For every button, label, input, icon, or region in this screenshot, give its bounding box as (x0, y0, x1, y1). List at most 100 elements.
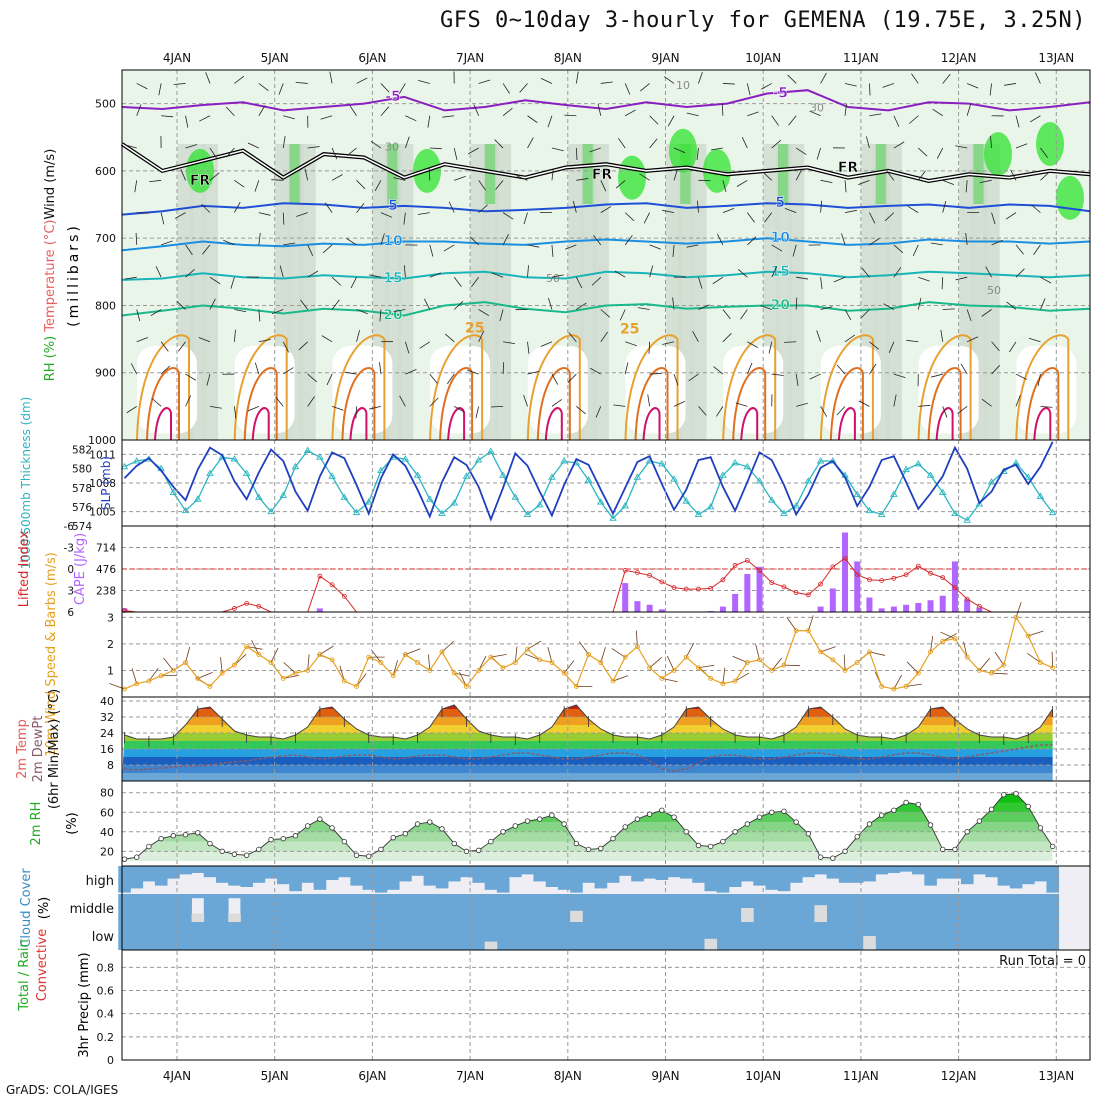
thickness-point (938, 488, 947, 496)
cloud-bar-high (118, 866, 131, 893)
x-tick-bottom-11JAN: 11JAN (843, 1069, 879, 1083)
wind-barb-10m (563, 660, 575, 674)
rh-dry-zone (1016, 345, 1077, 434)
lifted-index-point (732, 563, 738, 568)
wind-barb (788, 115, 797, 126)
wind-barb (844, 209, 857, 214)
wind-barb (893, 141, 905, 149)
rh2m-point (390, 834, 396, 841)
lifted-index-point (744, 558, 750, 563)
wind-barb (475, 406, 480, 419)
wind-barb (1006, 301, 1017, 310)
wind-barb (307, 396, 315, 407)
wind-barb-10m (612, 675, 629, 682)
cloud-bar-low (203, 922, 217, 950)
wind-barb (600, 206, 612, 213)
cape-bar (634, 601, 641, 612)
wind-barb (202, 244, 211, 255)
cape-bar (915, 602, 922, 612)
lifted-index-point (818, 581, 823, 587)
thickness-point (694, 510, 703, 517)
wind-barb (673, 147, 686, 154)
isotherm-25-loop (722, 334, 777, 441)
rh-label-3: 50 (546, 272, 560, 285)
wind-barb (760, 305, 772, 310)
wind-barb-10m (685, 642, 695, 658)
wind-barb (151, 398, 162, 407)
wind-barb (771, 139, 782, 149)
wind-barb (523, 394, 528, 407)
wind-barb (696, 147, 699, 160)
wind-barb (205, 72, 211, 84)
wind-barb (820, 277, 823, 290)
wind-barb (185, 144, 198, 149)
isotherm-35-loop (837, 407, 856, 441)
cloud-bar-middle (1009, 894, 1023, 922)
wind-barb (741, 136, 748, 149)
wind-barb-10m (478, 655, 487, 671)
wind-barb (698, 71, 703, 84)
li-tick--6: -6 (64, 521, 75, 533)
wind-barb (331, 147, 338, 160)
cape-bar (842, 532, 849, 612)
x-tick-top-8JAN: 8JAN (554, 51, 582, 65)
cloud-bar-middle (643, 894, 657, 922)
wind-barb (331, 174, 343, 181)
rh2m-point (451, 840, 457, 847)
cloud-bar-high (582, 866, 595, 883)
lifted-index-point (720, 577, 726, 583)
wind-barb (321, 335, 333, 343)
wind-barb (796, 276, 809, 280)
x-tick-bottom-4JAN: 4JAN (163, 1069, 191, 1083)
wind-barb-10m (428, 654, 431, 671)
rh-moist-patch (777, 144, 790, 204)
run-total-label: Run Total = 0 (999, 954, 1086, 969)
precip-tick-0: 0 (107, 1054, 114, 1067)
cloud-bar-low (191, 922, 205, 950)
wind-barb (771, 266, 778, 278)
cloud-bar-middle (936, 894, 950, 922)
thickness-point (633, 473, 642, 480)
rh2m-point (866, 821, 873, 827)
cloud-bar-high (667, 866, 681, 878)
cloud-bar-high (435, 866, 449, 889)
wind-barb (369, 274, 382, 278)
wind-barb (198, 337, 211, 343)
cloud-bar-middle (826, 894, 840, 922)
rh-moist-core-6 (1036, 122, 1064, 166)
wind-barb (370, 140, 382, 149)
wind-barb (979, 179, 992, 184)
wind-speed-point (732, 678, 738, 684)
wind-speed-point (158, 673, 164, 679)
lifted-index-point (757, 568, 762, 573)
wind-speed-point (451, 670, 457, 676)
lifted-index-point (940, 575, 946, 580)
cloud-bar-high (228, 866, 241, 886)
wind-barb (405, 369, 417, 375)
wind-barb (869, 238, 880, 246)
rh-dry-zone (820, 345, 881, 434)
rh2m-point (243, 852, 250, 858)
panel-frame-precip (121, 949, 1091, 1061)
wind-barb (966, 309, 972, 321)
wind-barb-10m (600, 647, 606, 663)
rh2m-point (219, 848, 225, 855)
wind-barb (516, 175, 528, 181)
cloud-bar-middle (167, 894, 180, 922)
wind-barb (278, 83, 284, 95)
wind-barb-10m (940, 631, 956, 639)
thickness-point (1048, 508, 1057, 516)
cloud-bar-low (399, 922, 412, 950)
wind-speed-point (915, 670, 921, 676)
thickness-point (816, 457, 825, 464)
wind-barb (600, 331, 608, 343)
wind-barb (1015, 373, 1027, 380)
wind-barb-10m (547, 646, 553, 663)
wind-speed-point (244, 644, 250, 649)
cloud-bar-middle (924, 894, 937, 922)
wind-barb (258, 232, 261, 245)
wind-barb (747, 236, 757, 246)
wind-barb (527, 265, 529, 278)
thickness-point (975, 500, 984, 507)
wind-speed-point (170, 667, 176, 673)
